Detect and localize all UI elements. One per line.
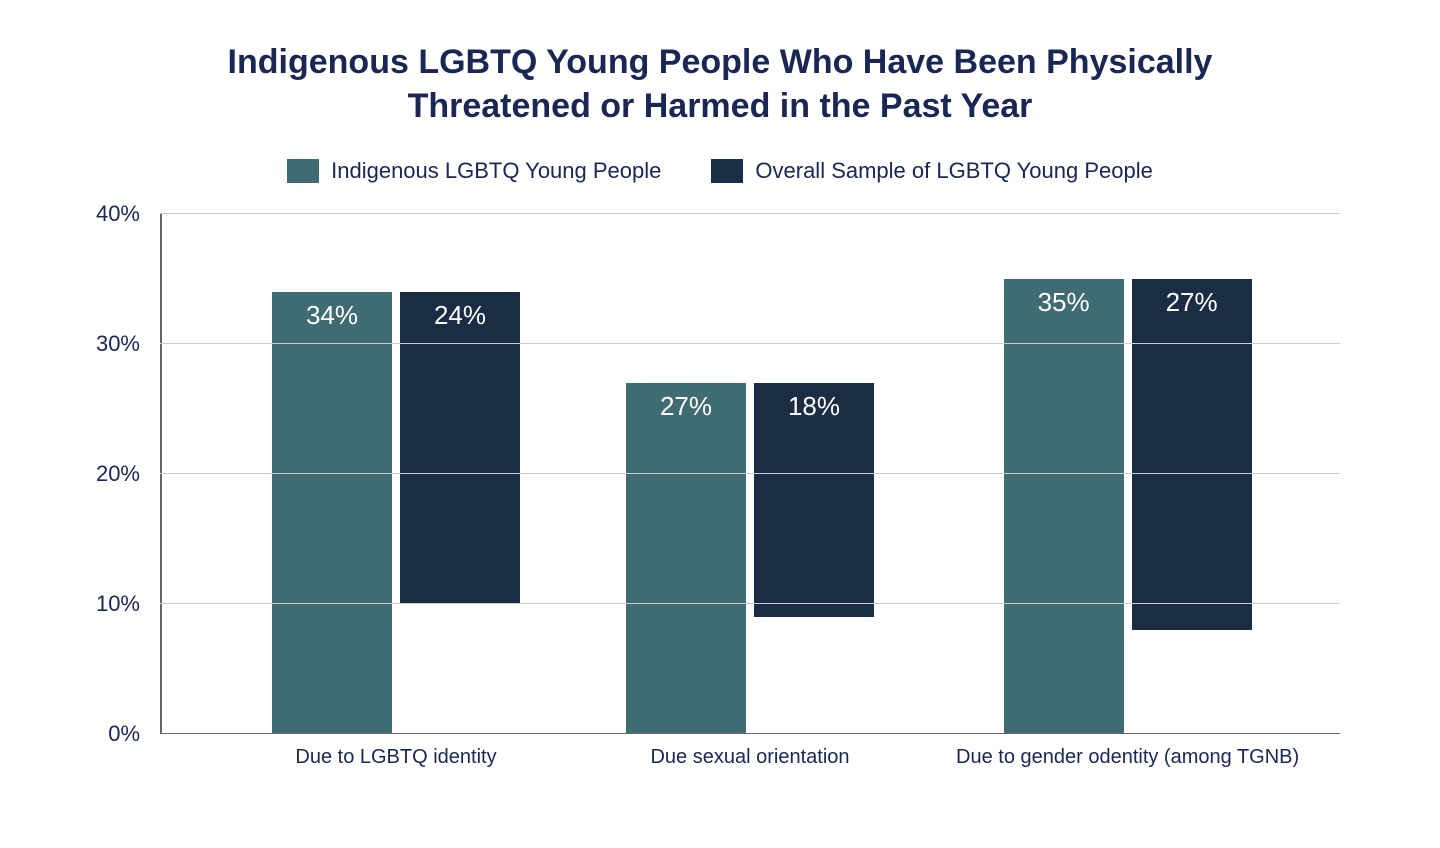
- bar: 27%: [1132, 279, 1252, 630]
- y-tick-label: 30%: [80, 331, 140, 357]
- bars-layer: 34% 24% 27% 18% 35% 27%: [160, 214, 1340, 734]
- legend-label-1: Overall Sample of LGBTQ Young People: [755, 158, 1152, 184]
- x-tick-label: Due sexual orientation: [650, 746, 849, 769]
- bar-group: 27% 18%: [626, 383, 874, 734]
- bar: 34%: [272, 292, 392, 734]
- bar-value-label: 27%: [626, 391, 746, 422]
- bar: 18%: [754, 383, 874, 617]
- bar-value-label: 24%: [400, 300, 520, 331]
- y-tick-label: 20%: [80, 461, 140, 487]
- gridline: [160, 213, 1340, 214]
- legend-item-1: Overall Sample of LGBTQ Young People: [711, 158, 1152, 184]
- bar-value-label: 34%: [272, 300, 392, 331]
- x-axis-labels: Due to LGBTQ identity Due sexual orientat…: [160, 734, 1340, 784]
- y-tick-label: 40%: [80, 201, 140, 227]
- legend-swatch-1: [711, 159, 743, 183]
- bar: 24%: [400, 292, 520, 604]
- bar: 27%: [626, 383, 746, 734]
- bar-value-label: 18%: [754, 391, 874, 422]
- bar: 35%: [1004, 279, 1124, 734]
- y-tick-label: 10%: [80, 591, 140, 617]
- bar-group: 35% 27%: [1004, 279, 1252, 734]
- bar-group: 34% 24%: [272, 292, 520, 734]
- x-tick-label: Due to LGBTQ identity: [295, 746, 496, 769]
- legend: Indigenous LGBTQ Young People Overall Sa…: [80, 158, 1360, 184]
- y-tick-label: 0%: [80, 721, 140, 747]
- y-axis-line: [160, 214, 162, 734]
- gridline: [160, 343, 1340, 344]
- plot-area: 0%10%20%30%40% 34%24%27%18%35%27%: [160, 214, 1340, 734]
- legend-swatch-0: [287, 159, 319, 183]
- chart-container: Indigenous LGBTQ Young People Who Have B…: [0, 0, 1440, 848]
- legend-label-0: Indigenous LGBTQ Young People: [331, 158, 661, 184]
- bar-value-label: 35%: [1004, 287, 1124, 318]
- gridline: [160, 473, 1340, 474]
- x-tick-label: Due to gender odentity (among TGNB): [956, 746, 1299, 769]
- bar-value-label: 27%: [1132, 287, 1252, 318]
- chart-title: Indigenous LGBTQ Young People Who Have B…: [170, 40, 1270, 128]
- y-axis: 0%10%20%30%40%: [80, 214, 150, 734]
- legend-item-0: Indigenous LGBTQ Young People: [287, 158, 661, 184]
- gridline: [160, 603, 1340, 604]
